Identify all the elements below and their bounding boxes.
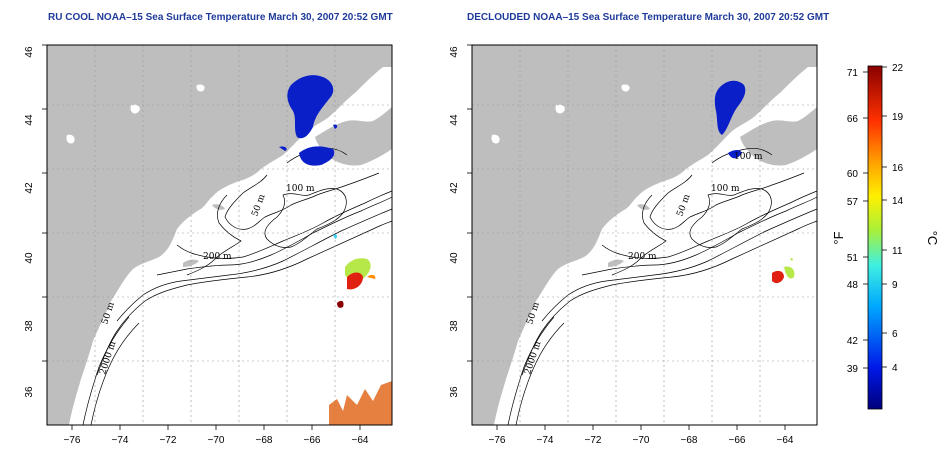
x-tick-label: −74 (537, 435, 554, 446)
left-sst-cold-patch (279, 75, 338, 166)
x-tick-label: −64 (777, 435, 794, 446)
colorbar-c-tick: 16 (892, 163, 904, 174)
colorbar-c-tick: 6 (892, 329, 898, 340)
left-sst-warm-patch (329, 234, 392, 425)
y-tick-label: 42 (24, 182, 35, 194)
x-tick-label: −64 (352, 435, 369, 446)
x-tick-label: −70 (633, 435, 650, 446)
y-tick-label: 46 (24, 46, 35, 58)
left-map-frame (46, 44, 393, 426)
x-tick-label: −68 (256, 435, 273, 446)
left-x-axis (71, 425, 361, 430)
x-tick-label: −72 (585, 435, 602, 446)
y-tick-label: 38 (24, 320, 35, 332)
contour-label: 100 m (734, 152, 763, 162)
right-map-title: DECLOUDED NOAA–15 Sea Surface Temperatur… (467, 12, 830, 23)
colorbar-c-tick: 11 (892, 246, 903, 257)
y-tick-label: 44 (449, 114, 460, 126)
x-tick-label: −68 (681, 435, 698, 446)
x-tick-label: −66 (304, 435, 321, 446)
right-map-frame (471, 44, 818, 426)
colorbar-c-tick: 14 (892, 196, 904, 207)
x-tick-label: −76 (489, 435, 506, 446)
colorbar-c-tick: 9 (892, 280, 898, 291)
contour-label: 200 m (628, 252, 657, 262)
fahrenheit-unit-label: °F (831, 231, 846, 244)
contour-label: 200 m (203, 252, 232, 262)
colorbar-f-tick: 48 (847, 280, 859, 291)
contour-label: 100 m (711, 184, 740, 194)
y-tick-label: 36 (24, 386, 35, 398)
right-x-axis (496, 425, 786, 430)
colorbar-f-tick: 42 (847, 336, 859, 347)
left-map-title: RU COOL NOAA–15 Sea Surface Temperature … (48, 12, 393, 23)
x-tick-label: −66 (729, 435, 746, 446)
y-tick-label: 36 (449, 386, 460, 398)
colorbar-f-tick: 60 (847, 169, 859, 180)
colorbar-f-tick: 71 (847, 68, 859, 79)
x-tick-label: −70 (208, 435, 225, 446)
y-tick-label: 46 (449, 46, 460, 58)
x-tick-label: −72 (160, 435, 177, 446)
y-tick-label: 38 (449, 320, 460, 332)
right-sst-cold-patch (714, 80, 746, 159)
y-tick-label: 42 (449, 182, 460, 194)
colorbar: 71 66 60 57 51 48 42 39 22 19 16 14 11 9… (831, 63, 940, 410)
colorbar-f-tick: 51 (847, 253, 859, 264)
colorbar-c-tick: 19 (892, 112, 904, 123)
celsius-unit-label: °C (925, 231, 940, 246)
right-map-panel: 100 m 50 m 200 m 50 m 2000 m 100 m (471, 44, 818, 426)
colorbar-f-tick: 39 (847, 364, 859, 375)
contour-label: 100 m (286, 184, 315, 194)
y-tick-label: 44 (24, 114, 35, 126)
colorbar-f-tick: 57 (847, 197, 859, 208)
colorbar-c-tick: 4 (892, 363, 898, 374)
colorbar-c-tick: 22 (892, 63, 904, 74)
colorbar-gradient (867, 65, 883, 410)
colorbar-f-tick: 66 (847, 114, 859, 125)
right-y-axis (467, 44, 472, 362)
left-y-axis (42, 44, 47, 362)
right-sst-warm-patch (772, 258, 795, 284)
left-map-panel: 100 m 50 m 200 m 50 m 2000 m (46, 44, 393, 426)
y-tick-label: 40 (449, 252, 460, 264)
x-tick-label: −76 (64, 435, 81, 446)
x-tick-label: −74 (112, 435, 129, 446)
y-tick-label: 40 (24, 252, 35, 264)
